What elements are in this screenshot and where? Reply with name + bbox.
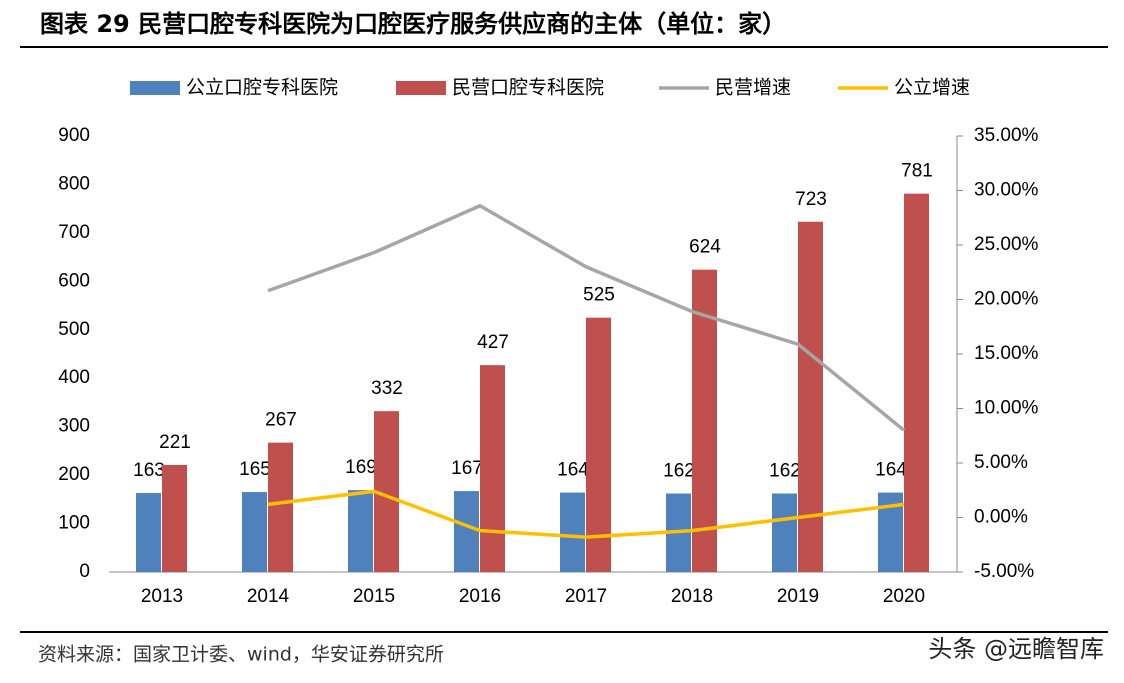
data-label: 525	[583, 285, 615, 306]
y2-tick-label: 10.00%	[974, 398, 1039, 419]
x-tick-label: 2020	[883, 586, 925, 607]
bar	[480, 365, 505, 572]
y-tick-label: 900	[58, 125, 90, 146]
legend-label: 公立口腔专科医院	[186, 77, 338, 99]
y-tick-label: 0	[79, 561, 90, 582]
y2-tick-label: 20.00%	[974, 289, 1039, 310]
y-tick-label: 700	[58, 222, 90, 243]
bar	[904, 193, 929, 572]
x-tick-label: 2015	[353, 586, 395, 607]
y2-tick-label: 25.00%	[974, 234, 1039, 255]
data-label: 162	[663, 461, 695, 482]
chart-title: 图表 29 民营口腔专科医院为口腔医疗服务供应商的主体（单位：家）	[40, 10, 786, 38]
bar	[136, 493, 161, 572]
data-label: 164	[875, 460, 907, 481]
data-label: 162	[769, 461, 801, 482]
x-tick-label: 2014	[247, 586, 290, 607]
bar	[162, 464, 187, 572]
y-tick-label: 200	[58, 464, 90, 485]
y-tick-label: 500	[58, 319, 90, 340]
x-tick-label: 2017	[565, 586, 607, 607]
data-label: 169	[345, 457, 377, 478]
legend-swatch	[130, 81, 180, 95]
bar	[586, 317, 611, 572]
data-label: 167	[451, 458, 483, 479]
bar	[772, 493, 797, 572]
bar	[692, 269, 717, 572]
data-label: 723	[795, 189, 827, 210]
y-tick-label: 800	[58, 173, 90, 194]
x-tick-label: 2018	[671, 586, 713, 607]
y2-tick-label: 30.00%	[974, 180, 1039, 201]
x-tick-label: 2013	[141, 586, 183, 607]
legend-label: 民营口腔专科医院	[452, 77, 604, 99]
line	[267, 203, 906, 432]
bar	[268, 442, 293, 572]
data-label: 332	[371, 378, 403, 399]
y-tick-label: 100	[58, 513, 90, 534]
y2-tick-label: 15.00%	[974, 343, 1039, 364]
y-tick-label: 300	[58, 416, 90, 437]
data-label: 165	[239, 459, 271, 480]
bar	[798, 221, 823, 572]
data-label: 427	[477, 332, 509, 353]
y2-tick-label: 5.00%	[974, 452, 1028, 473]
y-tick-label: 400	[58, 367, 90, 388]
bar	[242, 492, 267, 572]
legend-label: 公立增速	[894, 77, 970, 99]
y2-tick-label: 35.00%	[974, 125, 1039, 146]
y2-tick-label: 0.00%	[974, 507, 1028, 528]
watermark: 头条 @远瞻智库	[928, 635, 1104, 663]
bar	[560, 492, 585, 572]
x-tick-label: 2016	[459, 586, 501, 607]
data-label: 624	[689, 237, 721, 258]
y-tick-label: 600	[58, 270, 90, 291]
legend-swatch	[396, 81, 446, 95]
data-label: 164	[557, 460, 589, 481]
bar	[454, 491, 479, 572]
data-label: 267	[265, 410, 297, 431]
data-label: 781	[901, 161, 933, 182]
data-label: 163	[133, 460, 165, 481]
legend-label: 民营增速	[715, 77, 791, 99]
data-label: 221	[159, 432, 191, 453]
y2-tick-label: -5.00%	[974, 561, 1034, 582]
x-tick-label: 2019	[777, 586, 819, 607]
source-note: 资料来源：国家卫计委、wind，华安证券研究所	[38, 644, 444, 666]
line	[267, 489, 905, 539]
bar	[348, 490, 373, 572]
